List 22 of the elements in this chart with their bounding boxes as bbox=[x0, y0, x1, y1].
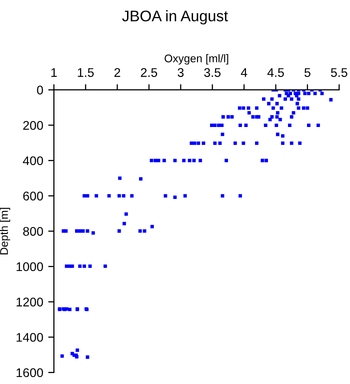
y-axis-title: Depth [m] bbox=[0, 208, 10, 254]
chart-title: JBOA in August bbox=[122, 10, 228, 24]
x-tick-label: 4 bbox=[240, 68, 248, 77]
x-tick-label: 5 bbox=[304, 68, 310, 77]
x-tick-label: 1.5 bbox=[78, 68, 94, 77]
x-tick-label: 2 bbox=[114, 68, 120, 77]
y-tick-label: 0 bbox=[37, 86, 43, 95]
y-tick-label: 400 bbox=[22, 156, 43, 166]
x-tick-label: 1 bbox=[51, 68, 57, 77]
y-tick-label: 1400 bbox=[16, 332, 43, 342]
y-tick-label: 1000 bbox=[16, 262, 43, 272]
x-tick-label: 2.5 bbox=[140, 68, 158, 77]
x-tick-label: 3.5 bbox=[204, 68, 221, 77]
x-tick-label: 5.5 bbox=[330, 68, 348, 77]
x-tick-label: 3 bbox=[178, 68, 184, 77]
y-tick-label: 200 bbox=[23, 120, 43, 130]
y-tick-label: 800 bbox=[23, 226, 43, 236]
x-tick-label: 4.5 bbox=[267, 68, 284, 77]
y-tick-label: 1200 bbox=[16, 298, 43, 306]
y-tick-label: 600 bbox=[23, 192, 43, 200]
x-axis-title: Oxygen [ml/l] bbox=[164, 54, 228, 65]
y-tick-label: 1600 bbox=[16, 368, 43, 378]
